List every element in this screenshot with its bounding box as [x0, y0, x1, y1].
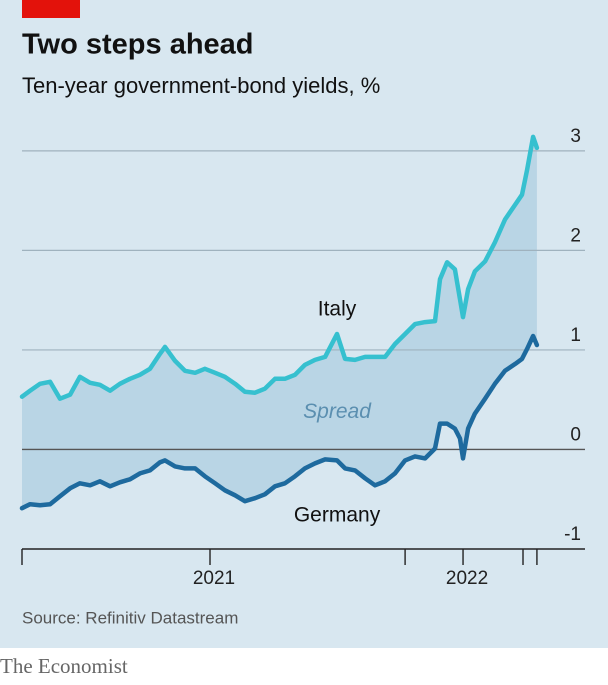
annotation: Spread	[303, 400, 372, 423]
annotation: Germany	[294, 504, 381, 527]
brand: The Economist	[0, 654, 128, 678]
chart-title: Two steps ahead	[22, 29, 254, 61]
spread-area	[22, 136, 537, 509]
line-italy	[19, 134, 540, 401]
x-tick-label: 2022	[446, 568, 488, 589]
x-tick-label: 2021	[193, 568, 235, 589]
chart-subtitle: Ten-year government-bond yields, %	[22, 73, 380, 98]
y-tick-label: 1	[570, 325, 581, 346]
line-germany	[19, 333, 540, 511]
y-tick-label: 0	[570, 424, 581, 445]
y-tick-label: 2	[570, 225, 581, 246]
source: Source: Refinitiv Datastream	[22, 608, 238, 627]
annotation: Italy	[318, 298, 357, 321]
red-tab	[22, 0, 80, 18]
y-tick-label: -1	[564, 524, 581, 545]
y-tick-label: 3	[570, 126, 581, 147]
